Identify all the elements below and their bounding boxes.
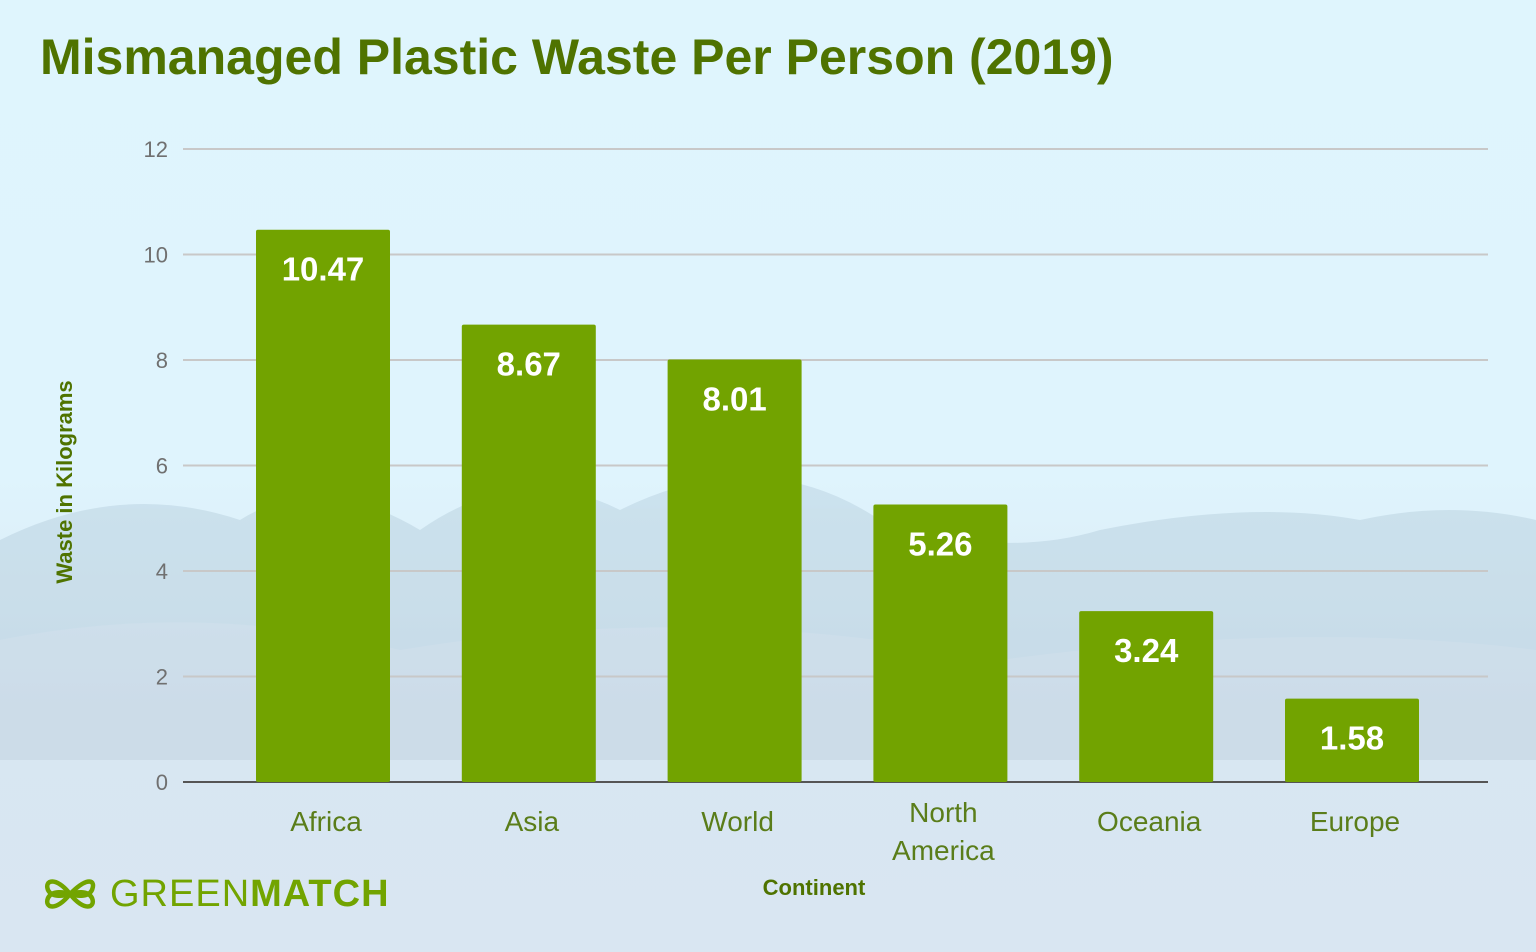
y-tick-label: 0 <box>156 770 168 795</box>
y-tick-label: 8 <box>156 348 168 373</box>
x-tick-label: Africa <box>290 806 362 837</box>
bar-value-label: 8.01 <box>702 380 766 417</box>
bar-value-label: 5.26 <box>908 526 972 563</box>
bar <box>1079 611 1214 782</box>
bar <box>873 504 1008 782</box>
bar <box>1285 698 1419 782</box>
x-tick-label: World <box>701 806 774 837</box>
greenmatch-logo: GREENMATCH <box>42 866 390 922</box>
logo-text-light: GREEN <box>110 872 251 915</box>
x-tick-label: Asia <box>505 806 560 837</box>
bar-value-label: 3.24 <box>1114 632 1179 669</box>
y-tick-label: 2 <box>156 665 168 690</box>
bar-value-label: 1.58 <box>1320 720 1384 757</box>
y-tick-label: 6 <box>156 454 168 479</box>
x-axis-label: Continent <box>763 875 866 900</box>
x-tick-label: Oceania <box>1097 806 1202 837</box>
y-axis-label: Waste in Kilograms <box>52 380 77 583</box>
chart-title: Mismanaged Plastic Waste Per Person (201… <box>40 29 1114 85</box>
y-tick-label: 12 <box>144 137 168 162</box>
x-tick-label: North America <box>892 797 995 866</box>
y-tick-label: 10 <box>144 243 168 268</box>
clover-icon <box>45 879 96 909</box>
bar-value-label: 8.67 <box>497 346 561 383</box>
bar <box>256 229 390 782</box>
bar <box>667 359 802 782</box>
bar <box>461 324 596 782</box>
y-tick-label: 4 <box>156 559 168 584</box>
logo-text-bold: MATCH <box>250 872 390 915</box>
bar-value-label: 10.47 <box>282 251 365 288</box>
x-tick-label: Europe <box>1310 806 1400 837</box>
